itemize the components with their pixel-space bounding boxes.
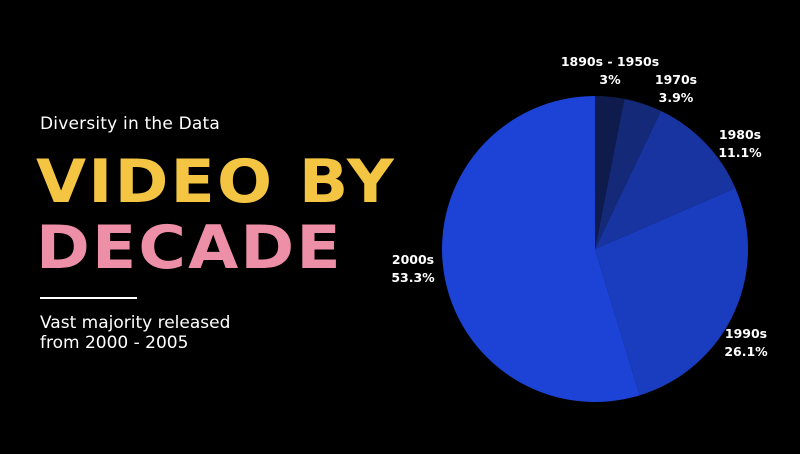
pie-slice-3 (595, 110, 736, 249)
chart-subtitle: Vast majority released from 2000 - 2005 (40, 313, 300, 353)
subtitle-line2: from 2000 - 2005 (40, 333, 189, 353)
chart-title-line2: DECADE (36, 213, 343, 283)
pie-slice-1 (595, 96, 625, 249)
slice-value-label: 11.1% (718, 145, 762, 160)
slice-category-label: 1970s (655, 72, 697, 87)
pie-slice-4 (595, 188, 748, 396)
pie-labels: 1890s - 1950s 3% 1970s 3.9% 1980s 11.1% 1990s 2… (391, 54, 768, 359)
pie-slices (442, 96, 748, 403)
slice-category-label: 1990s (725, 326, 767, 341)
slice-value-label: 26.1% (724, 344, 768, 359)
slice-category-label: 1890s - 1950s (561, 54, 659, 69)
pie-slice-2 (595, 98, 661, 250)
chart-kicker: Diversity in the Data (40, 114, 221, 134)
chart-title-line1: VIDEO BY (36, 147, 397, 217)
subtitle-line1: Vast majority released (40, 313, 231, 333)
slice-category-label: 1980s (719, 127, 761, 142)
slice-category-label: 2000s (392, 252, 434, 267)
slice-value-label: 3.9% (659, 90, 694, 105)
title-divider (40, 297, 137, 299)
slice-value-label: 53.3% (391, 270, 435, 285)
slice-value-label: 3% (599, 72, 621, 87)
pie-slice-5 (442, 96, 640, 403)
